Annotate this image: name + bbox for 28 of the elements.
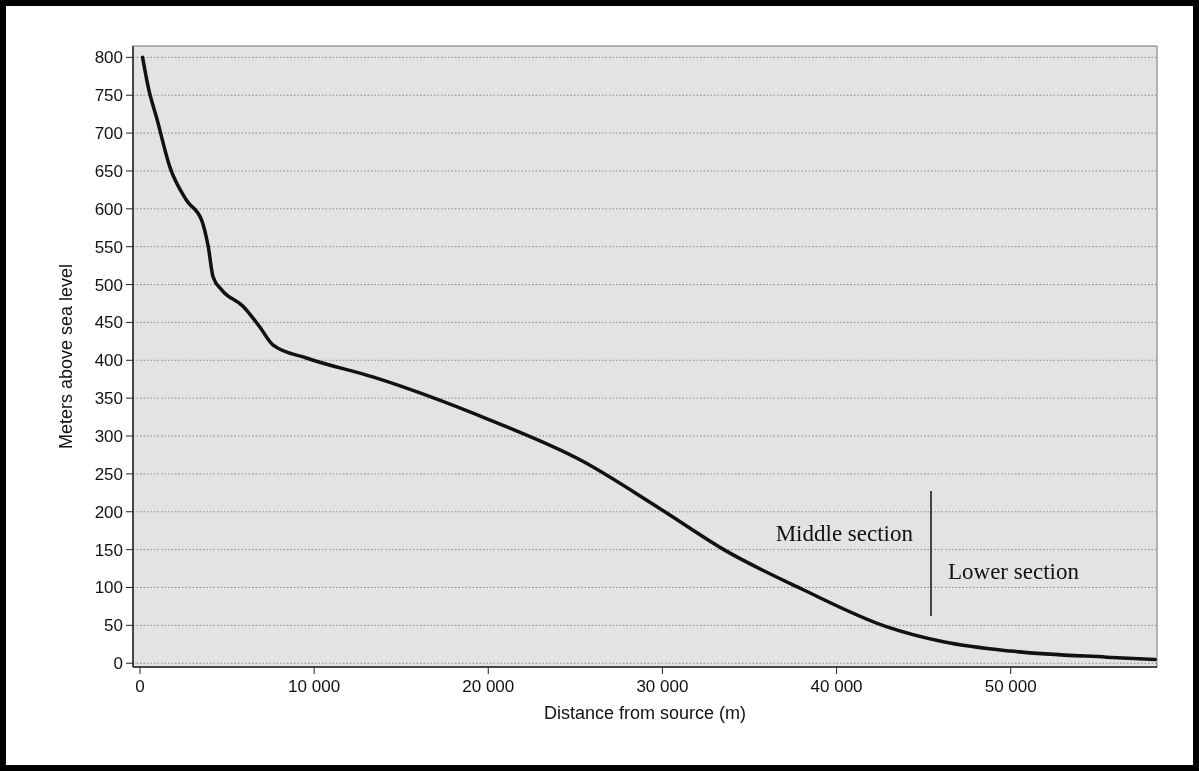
annotation: Middle section xyxy=(775,521,914,547)
x-tick-label: 50 000 xyxy=(984,677,1037,696)
y-tick-label: 700 xyxy=(94,124,123,144)
y-tick-label: 750 xyxy=(94,86,123,106)
y-tick-label: 350 xyxy=(94,389,123,409)
x-tick-label: 30 000 xyxy=(636,677,689,696)
x-axis-title: Distance from source (m) xyxy=(543,703,747,723)
y-tick-label: 400 xyxy=(94,351,123,371)
x-tick-label: 20 000 xyxy=(462,677,515,696)
x-tick-label: 0 xyxy=(135,677,145,696)
y-tick-label: 650 xyxy=(94,161,123,181)
y-tick-label: 550 xyxy=(94,237,123,257)
y-tick-label: 100 xyxy=(94,578,123,598)
y-tick-label: 250 xyxy=(94,464,123,484)
annotation: Lower section xyxy=(948,559,1080,585)
y-tick-label: 0 xyxy=(113,654,123,674)
x-tick-label: 40 000 xyxy=(810,677,863,696)
y-tick-label: 500 xyxy=(94,275,123,295)
x-tick-label: 10 000 xyxy=(288,677,341,696)
y-tick-label: 200 xyxy=(94,502,123,522)
y-tick-label: 300 xyxy=(94,426,123,446)
y-tick-label: 600 xyxy=(94,199,123,219)
y-tick-label: 50 xyxy=(104,616,123,636)
y-axis-title: Meters above sea level xyxy=(56,263,76,450)
line-series xyxy=(140,55,1158,662)
y-tick-label: 450 xyxy=(94,313,123,333)
y-tick-label: 800 xyxy=(94,48,123,68)
y-tick-label: 150 xyxy=(94,540,123,560)
